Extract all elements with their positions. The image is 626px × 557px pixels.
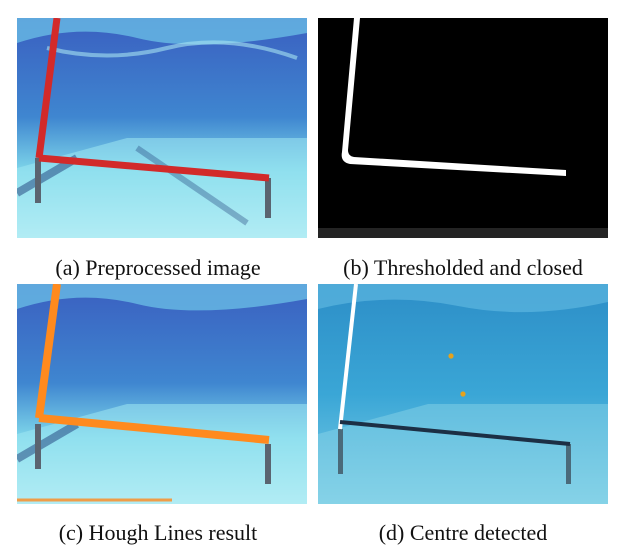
preprocessed-image-svg bbox=[17, 18, 307, 238]
centre-dot-lower bbox=[460, 391, 466, 397]
thresholded-image-svg bbox=[318, 18, 608, 238]
caption-centre-detected: (d) Centre detected bbox=[378, 520, 548, 545]
gate-pole-left bbox=[35, 18, 61, 159]
gate-crossbar bbox=[38, 154, 270, 182]
gate-pole-detected bbox=[338, 284, 358, 430]
preprocessed-image bbox=[17, 18, 307, 238]
gate-crossbar-detected bbox=[339, 420, 571, 446]
caption-preprocessed: (a) Preprocessed image bbox=[55, 255, 261, 280]
centre-detected-image bbox=[318, 284, 608, 504]
centre-detected-image-svg bbox=[318, 284, 608, 504]
hough-line-vertical bbox=[35, 284, 61, 419]
centre-dot-upper bbox=[448, 353, 454, 359]
hough-lines-image bbox=[17, 284, 307, 504]
thresholded-image bbox=[318, 18, 608, 238]
caption-thresholded: (b) Thresholded and closed bbox=[343, 255, 583, 280]
caption-hough-lines: (c) Hough Lines result bbox=[58, 520, 258, 545]
thresholded-gate-shape bbox=[341, 18, 566, 176]
hough-lines-image-svg bbox=[17, 284, 307, 504]
hough-line-horizontal bbox=[38, 414, 270, 444]
